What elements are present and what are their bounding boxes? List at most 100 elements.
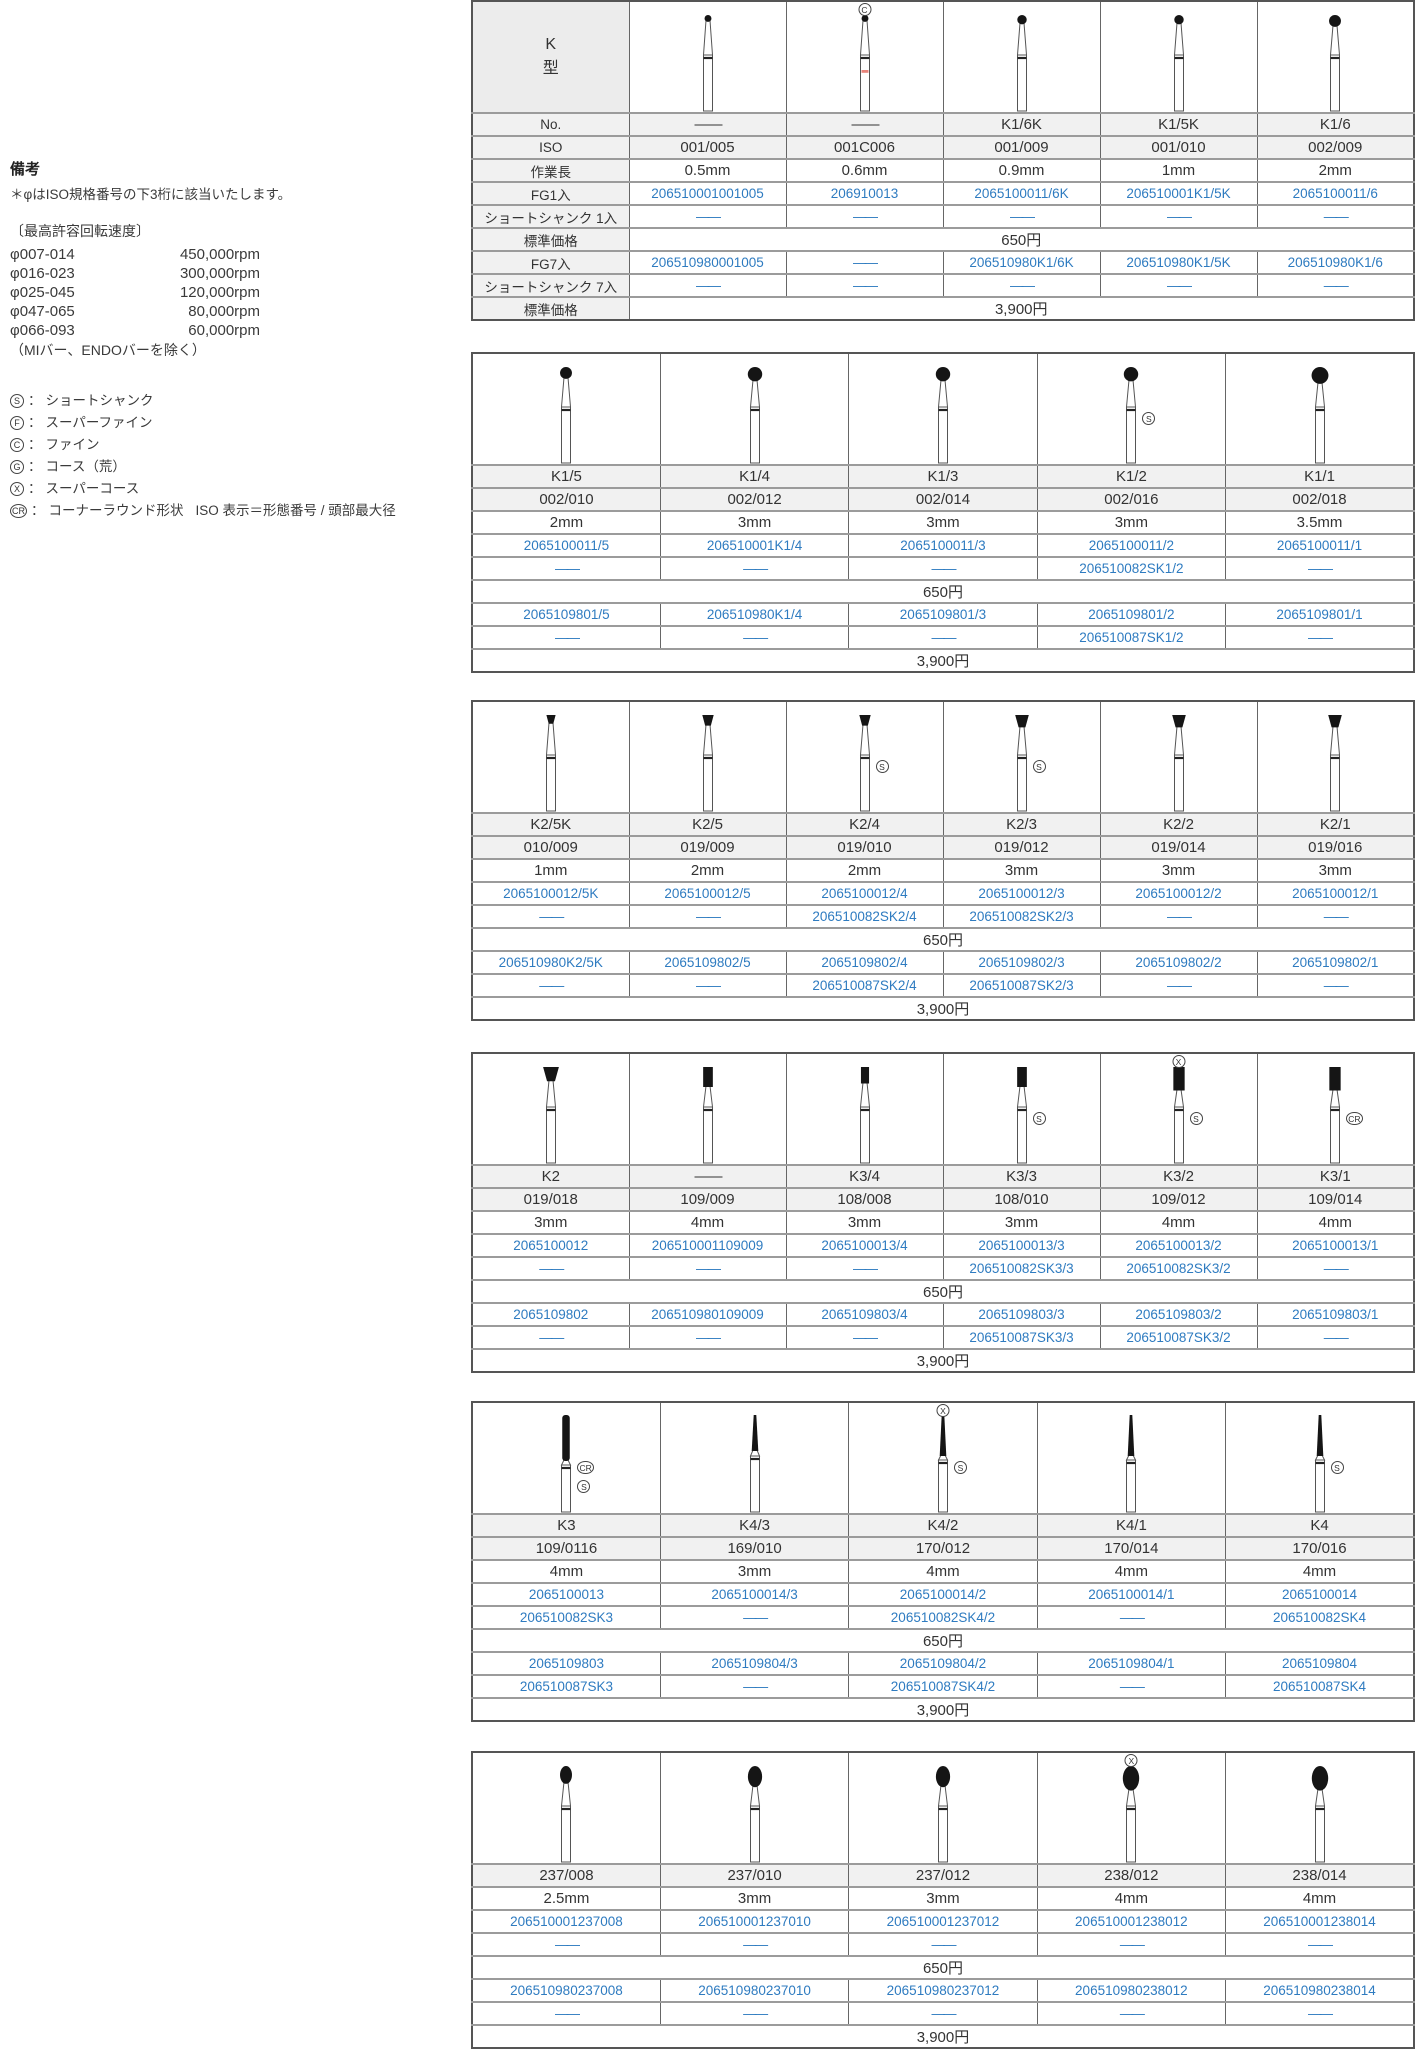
k-table-1-col4-fg7[interactable]: 206510980K1/5K <box>1099 250 1258 274</box>
k-table-5-col1-fg1[interactable]: 2065100013 <box>471 1582 661 1606</box>
k-table-6-col5-fg7[interactable]: 206510980238014 <box>1225 1978 1415 2002</box>
speed-row: φ007-014 450,000rpm <box>10 245 260 264</box>
k-table-1-col1-fg1[interactable]: 206510001001005 <box>628 181 787 205</box>
k-table-5-col5-ss7[interactable]: 206510087SK4 <box>1225 1674 1415 1698</box>
k-table-3-col3-fg7[interactable]: 2065109802/4 <box>785 950 944 974</box>
k-table-5-col2-fg1[interactable]: 2065100014/3 <box>659 1582 850 1606</box>
k-table-3-col4-ss7[interactable]: 206510087SK2/3 <box>942 973 1101 997</box>
k-table-3-col4-fg7[interactable]: 2065109802/3 <box>942 950 1101 974</box>
bur-icon: CR <box>1258 1054 1413 1164</box>
k-table-5-col1-ss1[interactable]: 206510082SK3 <box>471 1605 661 1629</box>
k-table-2-col4-ss7[interactable]: 206510087SK1/2 <box>1036 625 1227 649</box>
k-table-2: S K1/5 K1/4 K1/3 K1/2 K1/1 002/010 002/012 002/0… <box>471 352 1415 673</box>
k-table-1-col4-ss7: —— <box>1099 273 1258 297</box>
k-table-3-col6-fg1[interactable]: 2065100012/1 <box>1256 881 1415 905</box>
k-table-4-col2-fg7[interactable]: 206510980109009 <box>628 1302 787 1326</box>
k-table-3-col6-bur-image <box>1256 701 1415 813</box>
k-table-4-col4-ss1[interactable]: 206510082SK3/3 <box>942 1256 1101 1280</box>
k-table-3-col4-ss1[interactable]: 206510082SK2/3 <box>942 904 1101 928</box>
k-table-4-col3-fg1[interactable]: 2065100013/4 <box>785 1233 944 1257</box>
k-table-2-col2-fg1[interactable]: 206510001K1/4 <box>659 533 850 557</box>
k-table-5-col3-fg1[interactable]: 2065100014/2 <box>848 1582 1038 1606</box>
k-table-2-col4-fg7[interactable]: 2065109801/2 <box>1036 602 1227 626</box>
k-table-2-col4-fg1[interactable]: 2065100011/2 <box>1036 533 1227 557</box>
k-table-6-col5-fg1[interactable]: 206510001238014 <box>1225 1909 1415 1933</box>
k-table-4-col5-ss7[interactable]: 206510087SK3/2 <box>1099 1325 1258 1349</box>
bur-icon <box>1258 2 1413 112</box>
legend-colon: ： <box>28 415 42 431</box>
k-table-2-col3-fg7[interactable]: 2065109801/3 <box>848 602 1038 626</box>
speed-range: φ016-023 <box>10 265 75 283</box>
k-table-5-col1-fg7[interactable]: 2065109803 <box>471 1651 661 1675</box>
k-table-2-col3-fg1[interactable]: 2065100011/3 <box>848 533 1038 557</box>
k-table-4-col1-ss7: —— <box>471 1325 630 1349</box>
k-table-4-col6-ss7: —— <box>1256 1325 1415 1349</box>
k-table-5-col3-ss7[interactable]: 206510087SK4/2 <box>848 1674 1038 1698</box>
k-table-2-col1-no: K1/5 <box>471 464 661 488</box>
k-table-4-col1-fg1[interactable]: 2065100012 <box>471 1233 630 1257</box>
k-table-3-col3-ss7[interactable]: 206510087SK2/4 <box>785 973 944 997</box>
k-table-4-col6-bur-image: CR <box>1256 1053 1415 1165</box>
k-table-2-col1-fg7[interactable]: 2065109801/5 <box>471 602 661 626</box>
k-table-4-col4-ss7[interactable]: 206510087SK3/3 <box>942 1325 1101 1349</box>
k-table-5-col2-fg7[interactable]: 2065109804/3 <box>659 1651 850 1675</box>
k-table-3-col1-fg7[interactable]: 206510980K2/5K <box>471 950 630 974</box>
k-table-3-col5-fg7[interactable]: 2065109802/2 <box>1099 950 1258 974</box>
k-table-1-col5-fg1[interactable]: 2065100011/6 <box>1256 181 1415 205</box>
k-table-4-col6-fg7[interactable]: 2065109803/1 <box>1256 1302 1415 1326</box>
k-table-5-col3-fg7[interactable]: 2065109804/2 <box>848 1651 1038 1675</box>
k-table-4-col6-fg1[interactable]: 2065100013/1 <box>1256 1233 1415 1257</box>
speed-rpm: 450,000rpm <box>179 246 260 264</box>
k-table-1-col3-fg7[interactable]: 206510980K1/6K <box>942 250 1101 274</box>
k-table-3-col5-fg1[interactable]: 2065100012/2 <box>1099 881 1258 905</box>
k-table-3-col2-fg1[interactable]: 2065100012/5 <box>628 881 787 905</box>
k-table-6-col2-fg7[interactable]: 206510980237010 <box>659 1978 850 2002</box>
k-table-2-col1-fg1[interactable]: 2065100011/5 <box>471 533 661 557</box>
k-table-5-col5-bur-image: S <box>1225 1402 1415 1514</box>
k-table-6-col3-fg7[interactable]: 206510980237012 <box>848 1978 1038 2002</box>
k-table-1-col3-fg1[interactable]: 2065100011/6K <box>942 181 1101 205</box>
k-table-6-col4-fg1[interactable]: 206510001238012 <box>1036 1909 1227 1933</box>
k-table-2-col5-fg1[interactable]: 2065100011/1 <box>1225 533 1415 557</box>
k-table-3-col1-fg1[interactable]: 2065100012/5K <box>471 881 630 905</box>
k-table-5-col1-ss7[interactable]: 206510087SK3 <box>471 1674 661 1698</box>
k-table-4-col1-fg7[interactable]: 2065109802 <box>471 1302 630 1326</box>
k-table-5-col5-len: 4mm <box>1225 1559 1415 1583</box>
k-table-5-col5-ss1[interactable]: 206510082SK4 <box>1225 1605 1415 1629</box>
k-table-5-col4-len: 4mm <box>1036 1559 1227 1583</box>
k-table-3-col6-fg7[interactable]: 2065109802/1 <box>1256 950 1415 974</box>
k-table-1-col5-fg7[interactable]: 206510980K1/6 <box>1256 250 1415 274</box>
k-table-5-col3-ss1[interactable]: 206510082SK4/2 <box>848 1605 1038 1629</box>
k-table-1-col2-fg1[interactable]: 206910013 <box>785 181 944 205</box>
k-table-2-col1-iso: 002/010 <box>471 487 661 511</box>
k-table-6-col3-fg1[interactable]: 206510001237012 <box>848 1909 1038 1933</box>
k-table-2-col5-fg7[interactable]: 2065109801/1 <box>1225 602 1415 626</box>
k-table-4-col3-fg7[interactable]: 2065109803/4 <box>785 1302 944 1326</box>
k-table-6-col2-fg1[interactable]: 206510001237010 <box>659 1909 850 1933</box>
k-table-1-col1-fg7[interactable]: 206510980001005 <box>628 250 787 274</box>
k-table-4-col5-fg1[interactable]: 2065100013/2 <box>1099 1233 1258 1257</box>
k-table-4-col4-fg7[interactable]: 2065109803/3 <box>942 1302 1101 1326</box>
k-table-3-col2-fg7[interactable]: 2065109802/5 <box>628 950 787 974</box>
k-table-4-col2-fg1[interactable]: 206510001109009 <box>628 1233 787 1257</box>
row-label-iso: ISO <box>471 135 630 159</box>
k-table-5-col5-fg1[interactable]: 2065100014 <box>1225 1582 1415 1606</box>
grade-mark-x-icon: X <box>1172 1055 1185 1068</box>
k-table-3-col3-fg1[interactable]: 2065100012/4 <box>785 881 944 905</box>
k-table-1-col4-fg1[interactable]: 206510001K1/5K <box>1099 181 1258 205</box>
k-table-2-col2-fg7[interactable]: 206510980K1/4 <box>659 602 850 626</box>
k-table-4-col5-ss1[interactable]: 206510082SK3/2 <box>1099 1256 1258 1280</box>
k-table-3-col3-ss1[interactable]: 206510082SK2/4 <box>785 904 944 928</box>
k-table-1-col3-no: K1/6K <box>942 112 1101 136</box>
k-table-5-col5-fg7[interactable]: 2065109804 <box>1225 1651 1415 1675</box>
k-table-2-col4-ss1[interactable]: 206510082SK1/2 <box>1036 556 1227 580</box>
k-table-5-col4-fg7[interactable]: 2065109804/1 <box>1036 1651 1227 1675</box>
k-table-4-col4-fg1[interactable]: 2065100013/3 <box>942 1233 1101 1257</box>
k-table-6-col1-fg1[interactable]: 206510001237008 <box>471 1909 661 1933</box>
k-table-6-col4-fg7[interactable]: 206510980238012 <box>1036 1978 1227 2002</box>
k-table-4-col5-fg7[interactable]: 2065109803/2 <box>1099 1302 1258 1326</box>
k-table-3-col4-fg1[interactable]: 2065100012/3 <box>942 881 1101 905</box>
k-table-6-col1-fg7[interactable]: 206510980237008 <box>471 1978 661 2002</box>
k-table-4-col5-iso: 109/012 <box>1099 1187 1258 1211</box>
k-table-5-col4-fg1[interactable]: 2065100014/1 <box>1036 1582 1227 1606</box>
